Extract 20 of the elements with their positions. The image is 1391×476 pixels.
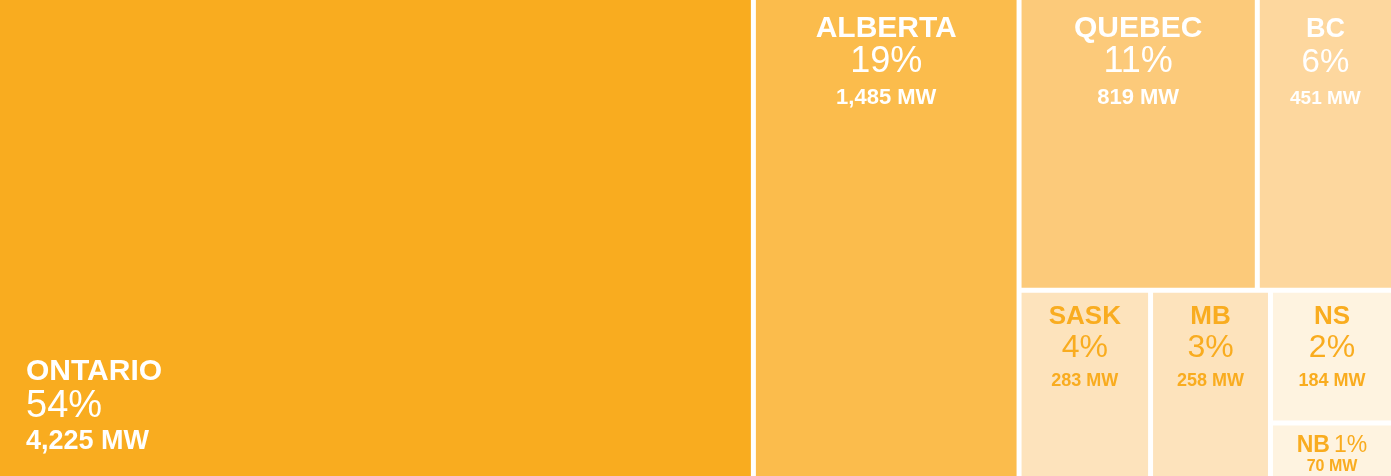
category-label: NB	[1296, 431, 1330, 458]
text: 54%	[26, 383, 103, 425]
data-label: 451 MW	[1290, 87, 1361, 108]
data-label: 4,225 MW	[26, 425, 150, 455]
text: 4%	[1061, 327, 1108, 364]
data-label: 258 MW	[1177, 369, 1245, 390]
data-label: 283 MW	[1051, 369, 1119, 390]
category-label: SASK	[1048, 299, 1122, 330]
data-label: 70 MW	[1306, 457, 1359, 475]
text: 2%	[1308, 327, 1356, 364]
category-label: NS	[1313, 299, 1351, 330]
data-label: 819 MW	[1097, 84, 1180, 109]
text: 1%	[1333, 431, 1368, 458]
data-label: 184 MW	[1298, 369, 1366, 390]
text: 3%	[1187, 327, 1234, 364]
category-label: BC	[1305, 13, 1345, 43]
category-label: MB	[1190, 299, 1231, 330]
category-label: ONTARIO	[26, 353, 163, 386]
text: 6%	[1301, 42, 1350, 79]
data-label: 1,485 MW	[836, 84, 937, 109]
